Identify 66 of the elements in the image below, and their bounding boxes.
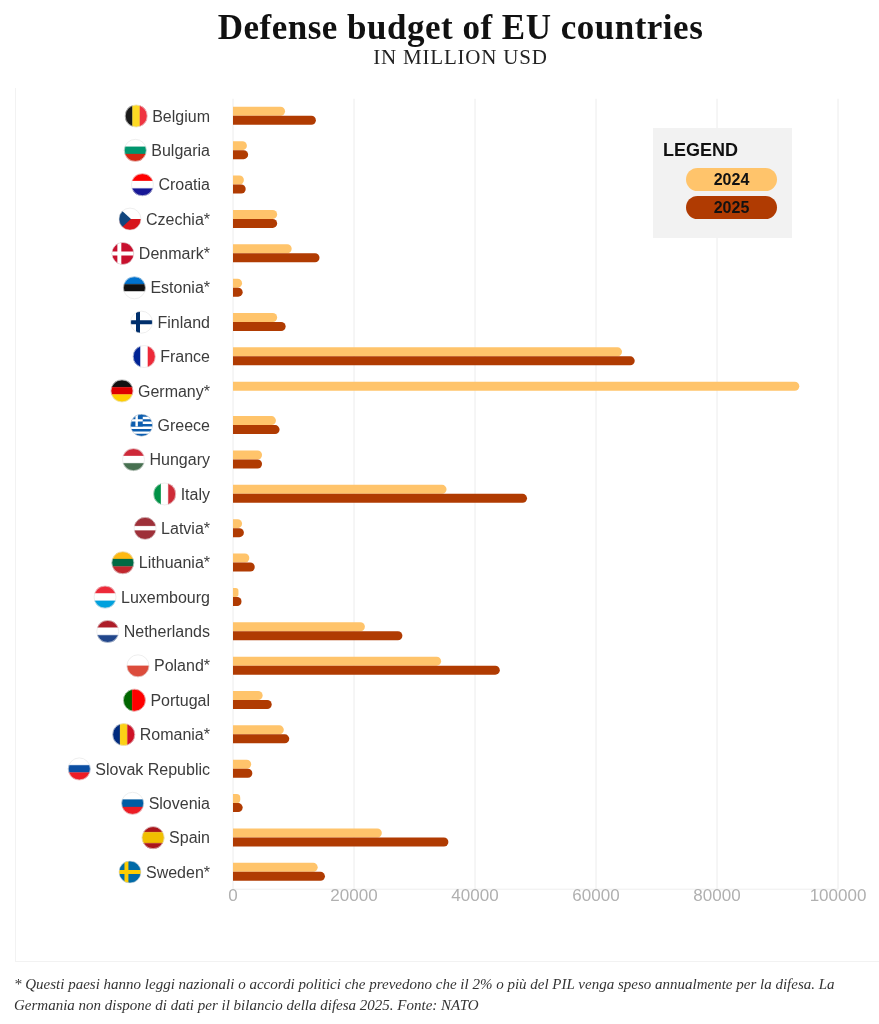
y-tick-label: Denmark* xyxy=(138,245,210,263)
bar xyxy=(233,218,278,228)
bar xyxy=(233,312,278,322)
bar xyxy=(233,656,442,666)
y-tick-label: Czechia* xyxy=(145,210,210,228)
bar xyxy=(233,450,263,460)
bar xyxy=(233,691,263,701)
bar xyxy=(233,425,280,435)
bar xyxy=(233,768,253,778)
bar xyxy=(233,244,292,254)
bar xyxy=(233,356,635,366)
bar xyxy=(233,562,255,572)
y-tick-label: Luxembourg xyxy=(121,588,210,606)
bar xyxy=(233,106,286,116)
bar xyxy=(233,381,800,391)
x-tick-label: 0 xyxy=(228,886,238,906)
bar xyxy=(233,459,263,469)
bar xyxy=(233,759,252,769)
bar xyxy=(233,837,449,847)
y-tick-label: Belgium xyxy=(152,107,210,125)
y-tick-label: Croatia xyxy=(158,176,211,194)
bar xyxy=(233,725,284,735)
y-tick-label: Italy xyxy=(180,485,210,503)
bar xyxy=(233,828,382,838)
y-tick-label: Poland* xyxy=(153,657,210,675)
y-tick-label: Netherlands xyxy=(123,623,210,641)
chart-title: Defense budget of EU countries xyxy=(216,8,705,47)
bar xyxy=(233,493,528,503)
y-tick-label: Estonia* xyxy=(150,279,210,297)
y-tick-label: Lithuania* xyxy=(138,554,210,572)
x-tick-label: 80000 xyxy=(693,886,741,906)
bar xyxy=(233,665,500,675)
y-tick-label: Portugal xyxy=(150,691,210,709)
text: * Questi paesi hanno leggi nazionali o accordi politici che prevedono che il 2% o più del PIL venga speso annualmente per la difesa. La Germania non dispone di dati per il bilancio della difesa 2025. Fonte: NATO xyxy=(14,975,836,1015)
y-tick-label: Slovenia xyxy=(148,794,211,812)
y-tick-label: Latvia* xyxy=(161,519,210,537)
bar xyxy=(233,862,318,872)
legend-label: 2024 xyxy=(709,167,777,191)
legend-label: 2025 xyxy=(709,195,777,219)
y-tick-label: Germany* xyxy=(137,382,210,400)
bar xyxy=(233,416,276,426)
bar xyxy=(233,209,278,219)
x-tick-label: 20000 xyxy=(330,886,378,906)
bar xyxy=(233,347,623,357)
y-tick-label: Greece xyxy=(157,416,211,434)
bar xyxy=(233,484,447,494)
y-tick-label: Slovak Republic xyxy=(95,760,210,778)
bar xyxy=(233,321,286,331)
y-tick-label: Finland xyxy=(157,313,210,331)
x-tick-label: 100000 xyxy=(809,886,867,906)
y-tick-label: Spain xyxy=(169,829,210,847)
bar xyxy=(233,734,290,744)
y-tick-label: Hungary xyxy=(149,451,210,469)
bar xyxy=(233,253,320,263)
legend-title: LEGEND xyxy=(662,139,739,160)
bar xyxy=(233,115,316,125)
y-tick-label: Sweden* xyxy=(145,863,210,881)
bar xyxy=(233,871,325,881)
y-tick-label: France xyxy=(160,348,211,366)
bar xyxy=(233,631,403,641)
y-tick-label: Romania* xyxy=(139,726,210,744)
y-tick-label: Bulgaria xyxy=(151,141,211,159)
bar xyxy=(233,622,365,632)
bar xyxy=(233,700,272,710)
x-tick-label: 40000 xyxy=(451,886,499,906)
x-tick-label: 60000 xyxy=(572,886,620,906)
